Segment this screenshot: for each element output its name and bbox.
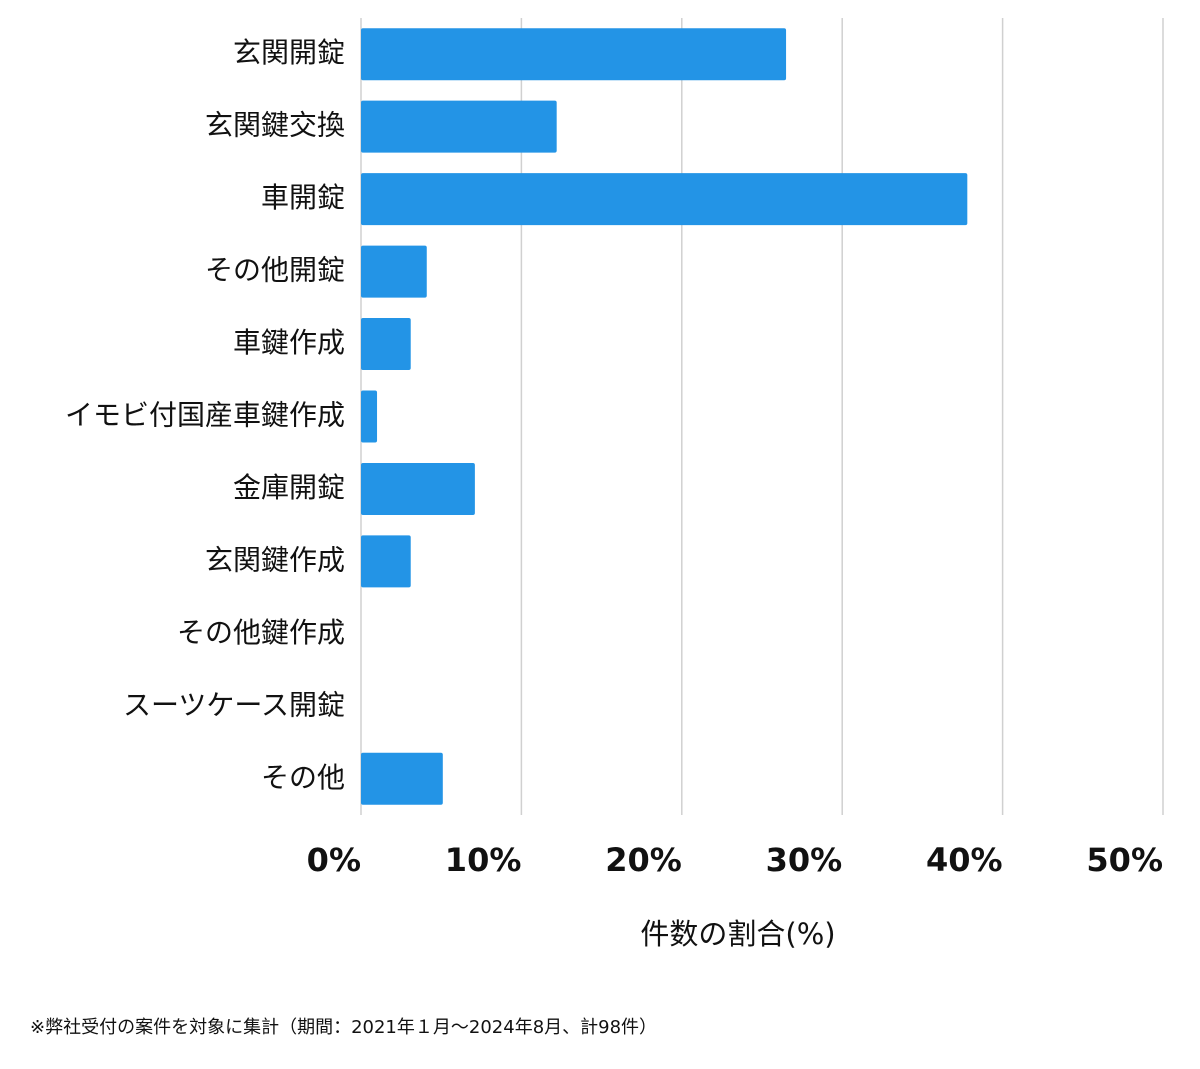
x-tick-label: 10% xyxy=(445,841,522,879)
x-tick-label: 50% xyxy=(1086,841,1163,879)
x-tick-label: 40% xyxy=(926,841,1003,879)
y-tick-label: その他 xyxy=(261,761,345,794)
x-tick-label: 0% xyxy=(307,841,361,879)
x-tick-label: 20% xyxy=(605,841,682,879)
y-tick-label: 玄関鍵作成 xyxy=(205,543,345,576)
bar xyxy=(361,390,378,443)
y-tick-label: 車開錠 xyxy=(261,181,345,214)
bar xyxy=(361,318,411,371)
y-tick-label: 玄関開錠 xyxy=(233,36,345,69)
x-axis-label: 件数の割合(%) xyxy=(640,917,835,951)
bar xyxy=(361,535,411,588)
y-tick-label: 玄関鍵交換 xyxy=(205,109,345,142)
y-tick-label: 金庫開錠 xyxy=(233,471,345,504)
y-tick-label: イモビ付国産車鍵作成 xyxy=(65,399,345,432)
bar xyxy=(361,173,968,226)
bar xyxy=(361,245,427,298)
bar xyxy=(361,752,443,805)
y-tick-label: その他鍵作成 xyxy=(177,616,345,649)
y-tick-label: その他開錠 xyxy=(205,254,345,287)
bar xyxy=(361,100,557,153)
y-tick-label: 車鍵作成 xyxy=(233,326,345,359)
bar xyxy=(361,28,787,81)
x-tick-label: 30% xyxy=(766,841,843,879)
bar xyxy=(361,462,475,515)
y-tick-label: スーツケース開錠 xyxy=(123,688,345,721)
footnote: ※弊社受付の案件を対象に集計（期間：2021年１月～2024年8月、計98件） xyxy=(30,1017,657,1038)
